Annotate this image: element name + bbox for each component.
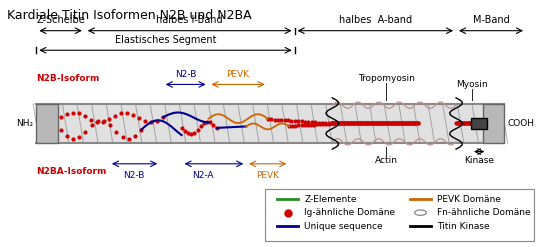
Text: Z-Scheibe: Z-Scheibe xyxy=(36,15,85,25)
Text: M-Band: M-Band xyxy=(473,15,509,25)
Text: Kardiale Titin Isoformen N2B und N2BA: Kardiale Titin Isoformen N2B und N2BA xyxy=(7,9,252,22)
Text: halbes I-Band: halbes I-Band xyxy=(156,15,223,25)
Text: N2-A: N2-A xyxy=(192,171,214,180)
Text: PEVK: PEVK xyxy=(256,171,279,180)
Text: PEVK: PEVK xyxy=(227,70,249,79)
Bar xyxy=(36,104,58,143)
Text: Tropomyosin: Tropomyosin xyxy=(358,74,415,83)
FancyBboxPatch shape xyxy=(265,189,534,241)
Text: Ig-ähnliche Domäne: Ig-ähnliche Domäne xyxy=(304,208,395,217)
Text: Unique sequence: Unique sequence xyxy=(304,222,383,230)
Text: Kinase: Kinase xyxy=(464,156,494,165)
Text: N2B-Isoform: N2B-Isoform xyxy=(36,74,100,83)
Text: Fn-ähnliche Domäne: Fn-ähnliche Domäne xyxy=(437,208,531,217)
Bar xyxy=(471,118,487,129)
Bar xyxy=(36,104,504,143)
Text: N2-B: N2-B xyxy=(123,171,145,180)
Text: Elastisches Segment: Elastisches Segment xyxy=(114,35,216,45)
Bar xyxy=(483,104,504,143)
Text: Z-Elemente: Z-Elemente xyxy=(304,195,357,204)
Text: N2-B: N2-B xyxy=(175,70,196,79)
Text: COOH: COOH xyxy=(507,119,534,128)
Text: halbes  A-band: halbes A-band xyxy=(339,15,412,25)
Text: Myosin: Myosin xyxy=(456,80,488,89)
Text: Actin: Actin xyxy=(374,156,398,165)
Text: PEVK Domäne: PEVK Domäne xyxy=(437,195,501,204)
Text: Titin Kinase: Titin Kinase xyxy=(437,222,490,230)
Text: NH₂: NH₂ xyxy=(17,119,34,128)
Text: N2BA-Isoform: N2BA-Isoform xyxy=(36,167,107,176)
